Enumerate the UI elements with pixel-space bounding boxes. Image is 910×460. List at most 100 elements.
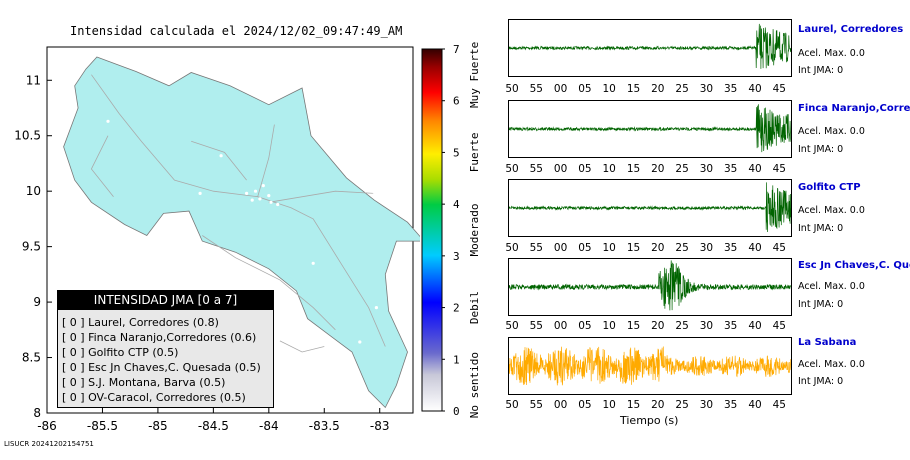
x-tick-label: 35 [724, 163, 738, 175]
x-tick-label: -84 [259, 419, 279, 433]
x-tick-label: 20 [651, 163, 665, 175]
legend-row: [ 0 ] Esc Jn Chaves,C. Quesada (0.5) [62, 361, 261, 374]
x-tick-label: -84.5 [198, 419, 229, 433]
station-name: La Sabana [798, 337, 857, 348]
station-acel: Acel. Max. 0.0 [798, 205, 865, 216]
colorbar-gradient [421, 48, 443, 412]
x-tick-label: 30 [699, 83, 714, 95]
station-dot [261, 184, 265, 188]
station-dot [219, 154, 223, 158]
x-tick-label: 45 [772, 242, 786, 254]
x-tick-label: 15 [626, 399, 641, 411]
x-tick-label: 10 [602, 242, 616, 254]
colorbar-class-label: No sentido [468, 352, 481, 418]
x-tick-label: 55 [529, 242, 543, 254]
waveform-trace [509, 260, 791, 311]
x-tick-label: 55 [529, 163, 543, 175]
colorbar-tick-label: 7 [453, 43, 460, 56]
waveform-trace [509, 104, 791, 153]
road-line [279, 340, 325, 353]
x-tick-label: 20 [651, 399, 665, 411]
colorbar-tick-label: 0 [453, 405, 460, 418]
waveform-line [509, 182, 791, 233]
y-tick-label: 10 [26, 184, 41, 198]
station-int: Int JMA: 0 [798, 299, 844, 310]
station-dot [269, 200, 273, 204]
station-dot [372, 190, 376, 194]
y-tick-label: 8.5 [22, 351, 41, 365]
x-tick-label: 40 [748, 320, 762, 332]
x-tick-label: 00 [553, 242, 568, 254]
x-tick-label: 35 [724, 242, 738, 254]
x-tick-label: -86 [37, 419, 57, 433]
waveform-panel [508, 100, 792, 158]
x-tick-label: 10 [602, 83, 616, 95]
station-name: Esc Jn Chaves,C. Quesada [798, 260, 910, 271]
x-tick-label: 25 [675, 163, 689, 175]
x-tick-label: 00 [553, 320, 568, 332]
x-tick-label: 35 [724, 320, 738, 332]
x-tick-label: 25 [675, 320, 689, 332]
x-tick-label: 35 [724, 83, 738, 95]
waveform-trace [509, 182, 791, 233]
waveform-x-ticks: 50 55 00 05 10 15 20 25 30 35 40 45 [505, 242, 790, 254]
colorbar-class-label: Muy Fuerte [468, 42, 481, 108]
legend-header: INTENSIDAD JMA [0 a 7] [58, 291, 273, 310]
station-dot [311, 261, 315, 265]
x-tick-label: 15 [626, 83, 641, 95]
waveform-line [509, 23, 791, 69]
x-tick-label: 40 [748, 163, 762, 175]
intensity-colorbar: 0 1 2 3 4 5 6 7 No sentido Debil Moderado Fuerte Muy… [421, 42, 481, 418]
station-name: Golfito CTP [798, 182, 861, 193]
colorbar-tick-label: 1 [453, 353, 460, 366]
station-acel: Acel. Max. 0.0 [798, 359, 865, 370]
station-dot [358, 340, 362, 344]
legend-row: [ 0 ] OV-Caracol, Corredores (0.5) [62, 391, 246, 404]
station-dot [198, 191, 202, 195]
x-tick-label: 40 [748, 399, 762, 411]
x-tick-label: 00 [553, 163, 568, 175]
x-tick-label: 30 [699, 163, 714, 175]
map-title: Intensidad calculada el 2024/12/02_09:47… [70, 24, 403, 38]
waveform-panel [508, 337, 792, 395]
x-tick-label: 30 [699, 320, 714, 332]
x-tick-label: -83 [370, 419, 390, 433]
x-tick-label: 55 [529, 399, 543, 411]
station-acel: Acel. Max. 0.0 [798, 281, 865, 292]
station-dot [267, 194, 271, 198]
footer-id: LISUCR 20241202154751 [4, 440, 94, 448]
waveform-line [509, 260, 791, 311]
colorbar-tick-label: 3 [453, 250, 460, 263]
x-tick-label: 10 [602, 320, 616, 332]
station-int: Int JMA: 0 [798, 144, 844, 155]
station-dot [276, 202, 280, 207]
x-tick-label: 55 [529, 320, 543, 332]
x-tick-label: 50 [505, 242, 519, 254]
y-tick-label: 8 [33, 406, 41, 420]
x-tick-label: 20 [651, 242, 665, 254]
x-tick-label: 50 [505, 83, 519, 95]
waveform-x-label: Tiempo (s) [620, 414, 679, 427]
station-int: Int JMA: 0 [798, 65, 844, 76]
road-line [90, 135, 114, 197]
x-tick-label: 50 [505, 399, 519, 411]
station-dot [245, 191, 249, 195]
x-tick-label: 25 [675, 242, 689, 254]
x-tick-label: 05 [578, 163, 592, 175]
x-tick-label: 50 [505, 163, 519, 175]
legend-row: [ 0 ] S.J. Montana, Barva (0.5) [62, 376, 226, 389]
x-tick-label: 45 [772, 83, 786, 95]
road-line [268, 190, 375, 203]
x-tick-label: 25 [675, 83, 689, 95]
colorbar-tick-label: 2 [453, 302, 460, 315]
intensity-legend: INTENSIDAD JMA [0 a 7] [ 0 ] Laurel, Cor… [57, 290, 274, 408]
legend-row: [ 0 ] Laurel, Corredores (0.8) [62, 316, 219, 329]
y-tick-label: 10.5 [14, 129, 41, 143]
x-tick-label: 05 [578, 242, 592, 254]
x-tick-label: 45 [772, 163, 786, 175]
colorbar-tick-label: 5 [453, 146, 460, 159]
station-acel: Acel. Max. 0.0 [798, 126, 865, 137]
x-tick-label: 40 [748, 83, 762, 95]
x-tick-label: 35 [724, 399, 738, 411]
country-outline [63, 56, 420, 409]
